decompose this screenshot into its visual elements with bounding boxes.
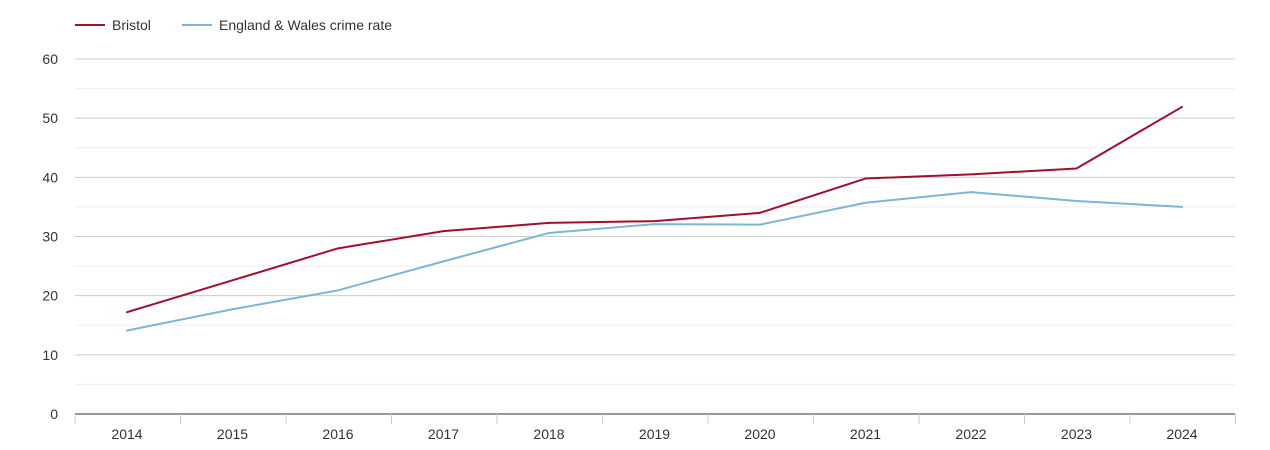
x-tick-label: 2024 (1166, 426, 1197, 442)
grid (75, 58, 1235, 385)
y-tick-label: 0 (50, 406, 58, 422)
series-line-england-wales-crime-rate (126, 191, 1183, 332)
x-tick-label: 2022 (955, 426, 986, 442)
x-tick-label: 2023 (1061, 426, 1092, 442)
x-tick-label: 2020 (744, 426, 775, 442)
y-tick-label: 50 (42, 110, 58, 126)
x-tick-label: 2021 (850, 426, 881, 442)
x-tick-label: 2014 (111, 426, 142, 442)
y-tick-label: 60 (42, 51, 58, 67)
x-tick-label: 2018 (533, 426, 564, 442)
series-line-bristol (126, 105, 1183, 314)
series (126, 105, 1183, 332)
x-tick-label: 2015 (217, 426, 248, 442)
legend: Bristol England & Wales crime rate (75, 17, 392, 33)
y-tick-label: 20 (42, 288, 58, 304)
y-tick-label: 30 (42, 229, 58, 245)
axes: 0 10 20 30 40 50 60 2014 2015 2016 2017 2018 2019 202… (42, 51, 1236, 442)
legend-label: England & Wales crime rate (219, 17, 392, 33)
y-tick-label: 10 (42, 347, 58, 363)
x-tick-label: 2016 (322, 426, 353, 442)
x-tick-label: 2017 (428, 426, 459, 442)
legend-label: Bristol (112, 17, 151, 33)
y-tick-label: 40 (42, 169, 58, 185)
x-tick-label: 2019 (639, 426, 670, 442)
